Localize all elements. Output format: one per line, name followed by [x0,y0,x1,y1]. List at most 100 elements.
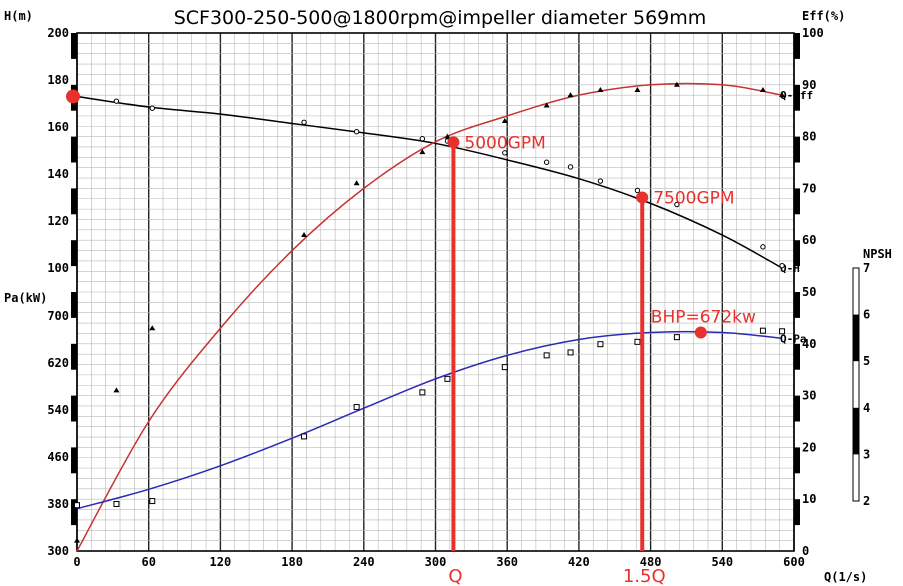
data-point-eff [501,118,508,124]
data-point-h [634,187,641,194]
data-point-h [353,129,360,135]
data-point-eff [779,92,786,98]
data-point-h [502,150,508,156]
eff-tick-label: 100 [802,26,824,40]
head-tick-label: 140 [47,167,69,181]
left-axis-bar [71,395,77,422]
annotations: Q 1.5Q 5000GPM 7500GPM BHP=672kw [66,89,756,586]
right-axis-bar [794,136,800,163]
series-end-label: Q-Pa [780,332,807,345]
axes: 0 60 120 180 240 300 360 420 480 540 6001001201401… [47,26,870,569]
left-axis-bar [71,33,77,59]
right-axis-bar [794,447,800,474]
annotation-label: 7500GPM [653,189,734,209]
head-tick-label: 120 [47,214,69,228]
eff-axis-label: Eff(%) [802,9,845,23]
data-point-pa [501,364,508,371]
data-point-h [674,201,680,208]
left-axis-bar [71,447,77,474]
eff-tick-label: 90 [802,78,816,92]
data-point-eff [673,81,680,87]
eff-tick-label: 0 [802,544,809,558]
eff-tick-label: 10 [802,492,816,506]
head-tick-label: 100 [47,261,69,275]
data-point-eff [567,92,574,98]
series-end-label: Q-H [780,262,800,275]
x-tick-label: 120 [210,555,232,569]
data-point-eff [301,232,308,238]
data-point-pa [597,341,604,348]
x-tick-label: 420 [568,555,590,569]
data-point-h [419,136,426,142]
head-tick-label: 180 [47,73,69,87]
npsh-scale-band [853,407,859,455]
power-tick-label: 540 [47,403,69,417]
x-tick-label: 360 [496,555,518,569]
data-point-h [779,262,785,269]
data-point-pa [444,375,451,382]
annotation-label: BHP=672kw [651,307,756,327]
data-point-pa [779,328,786,335]
data-point-eff [759,86,766,92]
npsh-tick-label: 6 [863,308,870,322]
npsh-tick-label: 5 [863,354,870,368]
left-axis-bar [71,136,77,163]
npsh-axis-label: NPSH [863,247,892,261]
right-axis-bar [794,240,800,267]
data-point-h [301,119,307,126]
data-point-eff [543,102,550,108]
left-axis-bar [71,343,77,370]
data-point-eff [113,387,120,393]
right-axis-bar [794,84,800,111]
npsh-tick-label: 4 [863,401,870,415]
npsh-scale-frame [852,267,860,502]
x-tick-label: 60 [141,555,155,569]
npsh-scale-band [853,314,859,362]
right-axis-bar [794,395,800,422]
data-point-h [597,178,604,184]
data-point-pa [759,327,766,334]
x-tick-label: 480 [640,555,662,569]
data-point-eff [149,325,156,331]
chart-title: SCF300-250-500@1800rpm@impeller diameter… [174,7,707,29]
series-end-label: Q-Eff [780,89,813,102]
power-tick-label: 300 [47,544,69,558]
power-tick-label: 460 [47,450,69,464]
data-point-h [149,105,155,111]
right-axis-bar [794,499,800,526]
grid [76,32,795,552]
eff-tick-label: 20 [802,440,816,454]
npsh-tick-label: 7 [863,261,870,275]
left-axis-bar [71,240,77,267]
eff-tick-label: 40 [802,337,816,351]
head-tick-label: 160 [47,120,69,134]
data-point-pa [149,498,156,505]
x-tick-label: 240 [353,555,375,569]
eff-tick-label: 30 [802,389,816,403]
series-line-pa [76,330,783,510]
annotation-point [447,136,460,149]
data-point-h [567,164,574,170]
head-tick-label: 200 [47,26,69,40]
right-axis-bar [794,292,800,318]
head-axis-label: H(m) [4,9,33,23]
curves: Q-H Q-Eff Q-Pa [74,81,813,552]
data-point-pa [543,352,550,359]
eff-tick-label: 70 [802,181,816,195]
data-point-eff [419,149,426,155]
power-tick-label: 380 [47,497,69,511]
left-axis-bar [71,188,77,215]
data-point-pa [567,349,574,356]
data-point-h [543,159,550,165]
data-point-pa [74,502,80,509]
power-tick-label: 620 [47,356,69,370]
data-point-pa [419,389,426,396]
data-point-eff [74,537,80,543]
x-tick-label: 300 [425,555,447,569]
data-point-pa [634,338,641,345]
x-tick-label: 600 [783,555,805,569]
right-axis-bar [794,33,800,59]
x-tick-label: 0 [73,555,80,569]
data-point-h [113,98,120,104]
